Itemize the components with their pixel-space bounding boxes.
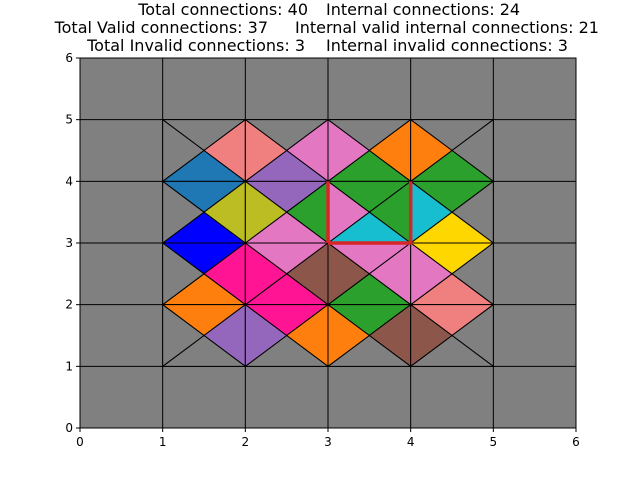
y-tick-label: 5	[65, 113, 73, 127]
tile	[409, 242, 495, 306]
x-tick-label: 6	[572, 435, 580, 449]
tile-triangle	[410, 118, 453, 183]
x-tick-label: 5	[490, 435, 498, 449]
x-tick-label: 4	[407, 435, 415, 449]
tile	[243, 118, 330, 183]
tile-triangle	[244, 118, 288, 183]
tile	[326, 180, 413, 244]
tile	[409, 303, 495, 368]
tile	[409, 118, 495, 183]
tile	[243, 303, 330, 368]
x-tick-label: 0	[76, 435, 84, 449]
tile-triangle	[162, 180, 205, 244]
title-line-1-right: Internal connections: 24	[326, 0, 520, 19]
tile	[243, 242, 330, 306]
x-tick-label: 2	[242, 435, 250, 449]
y-tick-label: 2	[65, 298, 73, 312]
tile	[409, 180, 495, 244]
tile-triangle	[327, 303, 371, 368]
tile-triangle	[410, 303, 453, 368]
title-line-1-left: Total connections: 40	[137, 0, 308, 19]
y-tick-label: 3	[65, 236, 73, 250]
chart-title: Total connections: 40 Internal connectio…	[54, 0, 599, 55]
tile	[161, 118, 247, 183]
tile	[243, 180, 330, 244]
title-line-2-left: Total Valid connections: 37	[54, 18, 268, 37]
tile-triangle	[244, 180, 288, 244]
title-line-2-right: Internal valid internal connections: 21	[295, 18, 599, 37]
tile	[326, 242, 413, 306]
y-tick-label: 0	[65, 421, 73, 435]
tile	[161, 242, 247, 306]
axis-ticks: 0 1 2 3 4 5 6 0 1 2 3 4 5 6	[65, 51, 579, 449]
tile-triangle	[244, 303, 288, 368]
tile-triangle	[162, 303, 205, 368]
y-tick-label: 6	[65, 51, 73, 65]
title-line-3-right: Internal invalid connections: 3	[326, 36, 568, 55]
invalid-connection-line	[328, 181, 413, 245]
tile	[326, 303, 413, 368]
tile-triangle	[162, 118, 205, 183]
y-tick-label: 1	[65, 359, 73, 373]
y-tick-label: 4	[65, 174, 73, 188]
plot-area	[79, 57, 577, 429]
tile	[161, 303, 247, 368]
tile-triangle	[327, 242, 371, 306]
tile	[161, 180, 247, 244]
tile-triangle	[410, 242, 453, 306]
tile-triangle	[327, 118, 371, 183]
tile	[326, 118, 413, 183]
tile-triangle	[244, 242, 288, 306]
x-tick-label: 3	[324, 435, 332, 449]
tile-triangle	[162, 242, 205, 306]
x-tick-label: 1	[159, 435, 167, 449]
title-line-3-left: Total Invalid connections: 3	[86, 36, 305, 55]
